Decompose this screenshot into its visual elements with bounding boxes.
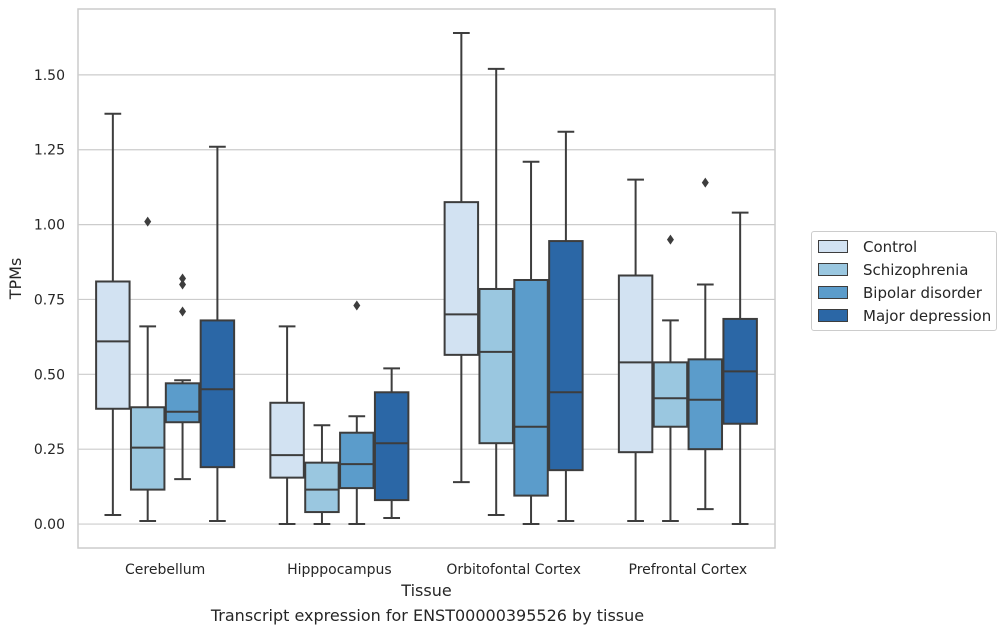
x-tick-label: Cerebellum	[125, 562, 205, 578]
outlier-point	[179, 306, 187, 317]
legend-swatch	[818, 263, 848, 276]
outlier-point	[701, 177, 709, 188]
y-axis-label: TPMs	[6, 258, 25, 301]
legend-label: Schizophrenia	[863, 260, 969, 279]
box	[373, 391, 410, 502]
y-tick-label: 0.25	[34, 442, 65, 458]
y-tick-label: 1.00	[34, 218, 65, 234]
chart-caption: Transcript expression for ENST0000039552…	[210, 606, 645, 625]
legend-label: Major depression	[863, 306, 992, 325]
legend-label: Control	[863, 237, 918, 256]
legend-item: Major depression	[812, 304, 996, 327]
outlier-point	[666, 234, 674, 245]
legend: Control Schizophrenia Bipolar disorder Majo…	[811, 231, 997, 331]
outlier-point	[179, 279, 187, 290]
box	[443, 201, 480, 356]
legend-item: Control	[812, 235, 996, 258]
legend-swatch	[818, 240, 848, 253]
y-tick-label: 1.25	[34, 143, 65, 159]
box	[548, 240, 584, 472]
outlier-point	[353, 300, 361, 311]
box	[199, 319, 236, 469]
box	[617, 274, 654, 454]
outlier-point	[144, 216, 152, 227]
y-tick-label: 0.00	[34, 517, 65, 533]
box	[269, 401, 305, 479]
x-axis-label: Tissue	[400, 581, 451, 600]
y-tick-label: 0.50	[34, 367, 65, 383]
x-tick-label: Hipppocampus	[287, 562, 392, 578]
outlier-point	[179, 273, 187, 284]
x-tick-label: Orbitofontal Cortex	[446, 562, 581, 578]
legend-swatch	[818, 286, 848, 299]
box	[513, 278, 549, 497]
y-tick-label: 1.50	[34, 68, 65, 84]
legend-item: Schizophrenia	[812, 258, 996, 281]
box	[164, 382, 201, 424]
legend-label: Bipolar disorder	[863, 283, 982, 302]
y-tick-label: 0.75	[34, 292, 65, 308]
box	[652, 361, 689, 428]
box	[304, 461, 340, 514]
plot-frame	[77, 8, 776, 549]
legend-swatch	[818, 309, 848, 322]
box	[478, 287, 514, 445]
box	[339, 431, 375, 490]
box	[95, 280, 131, 410]
box	[687, 358, 724, 451]
x-tick-label: Prefrontal Cortex	[629, 562, 748, 578]
legend-item: Bipolar disorder	[812, 281, 996, 304]
